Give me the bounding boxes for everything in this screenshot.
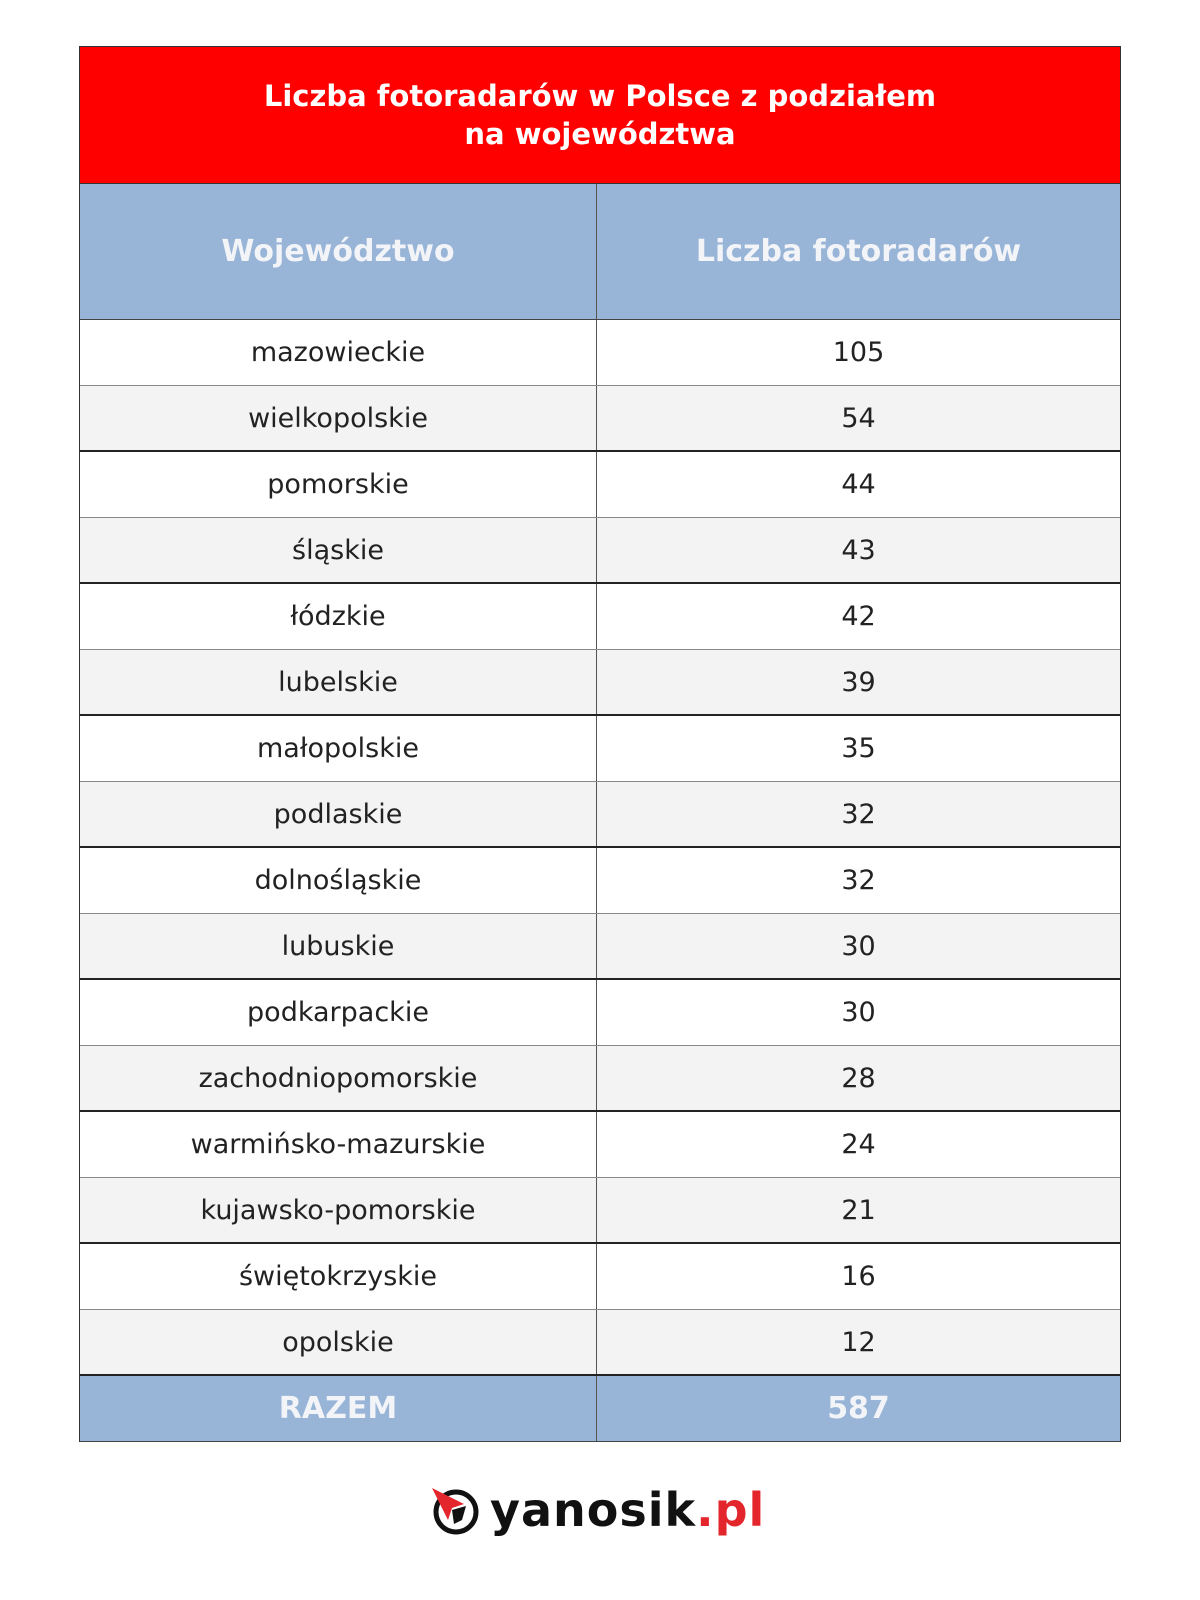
region-cell: podlaskie [80,782,597,846]
count-cell: 21 [841,1194,876,1226]
table-row: śląskie 43 [80,518,1120,584]
total-value: 587 [827,1391,890,1426]
table-row: łódzkie 42 [80,584,1120,650]
region-cell: świętokrzyskie [80,1244,597,1309]
table-row: małopolskie 35 [80,716,1120,782]
count-cell: 42 [841,601,876,632]
total-row: RAZEM 587 [80,1376,1120,1442]
count-cell: 32 [841,798,876,830]
region-cell: lubuskie [80,914,597,978]
yanosik-arrow-icon [432,1488,479,1535]
yanosik-logo: yanosik.pl [430,1483,765,1537]
count-cell: 16 [841,1261,876,1292]
region-cell: łódzkie [80,584,597,649]
table-row: podkarpackie 30 [80,980,1120,1046]
count-cell: 12 [841,1326,876,1358]
count-cell: 28 [841,1062,876,1094]
region-cell: opolskie [80,1310,597,1374]
table-row: podlaskie 32 [80,782,1120,848]
region-cell: wielkopolskie [80,386,597,450]
table-row: kujawsko-pomorskie 21 [80,1178,1120,1244]
table-row: lubuskie 30 [80,914,1120,980]
header-row: Województwo Liczba fotoradarów [80,184,1120,320]
count-cell: 30 [841,930,876,962]
table-row: opolskie 12 [80,1310,1120,1376]
column-header-region: Województwo [80,184,597,319]
radar-table: Liczba fotoradarów w Polsce z podziałem … [79,46,1121,1442]
count-cell: 43 [841,534,876,566]
column-header-count: Liczba fotoradarów [695,234,1022,269]
logo-text: yanosik.pl [490,1483,766,1537]
table-row: mazowieckie 105 [80,320,1120,386]
table-row: dolnośląskie 32 [80,848,1120,914]
count-cell: 35 [841,733,876,764]
region-cell: zachodniopomorskie [80,1046,597,1110]
count-cell: 24 [841,1129,876,1160]
count-cell: 30 [841,997,876,1028]
region-cell: kujawsko-pomorskie [80,1178,597,1242]
table-body: mazowieckie 105 wielkopolskie 54 pomorskie 44… [80,320,1120,1376]
count-cell: 39 [841,666,876,698]
table-row: pomorskie 44 [80,452,1120,518]
title-line-2: na województwa [464,117,736,151]
region-cell: śląskie [80,518,597,582]
count-cell: 32 [841,865,876,896]
total-label: RAZEM [80,1376,597,1441]
count-cell: 105 [832,337,885,368]
table-row: warmińsko-mazurskie 24 [80,1112,1120,1178]
table-title: Liczba fotoradarów w Polsce z podziałem … [80,47,1120,184]
region-cell: lubelskie [80,650,597,714]
title-line-1: Liczba fotoradarów w Polsce z podziałem [263,79,937,113]
region-cell: mazowieckie [80,320,597,385]
table-row: świętokrzyskie 16 [80,1244,1120,1310]
region-cell: warmińsko-mazurskie [80,1112,597,1177]
count-cell: 44 [841,469,876,500]
region-cell: dolnośląskie [80,848,597,913]
count-cell: 54 [841,402,876,434]
table-row: wielkopolskie 54 [80,386,1120,452]
table-row: lubelskie 39 [80,650,1120,716]
region-cell: małopolskie [80,716,597,781]
region-cell: podkarpackie [80,980,597,1045]
region-cell: pomorskie [80,452,597,517]
table-row: zachodniopomorskie 28 [80,1046,1120,1112]
